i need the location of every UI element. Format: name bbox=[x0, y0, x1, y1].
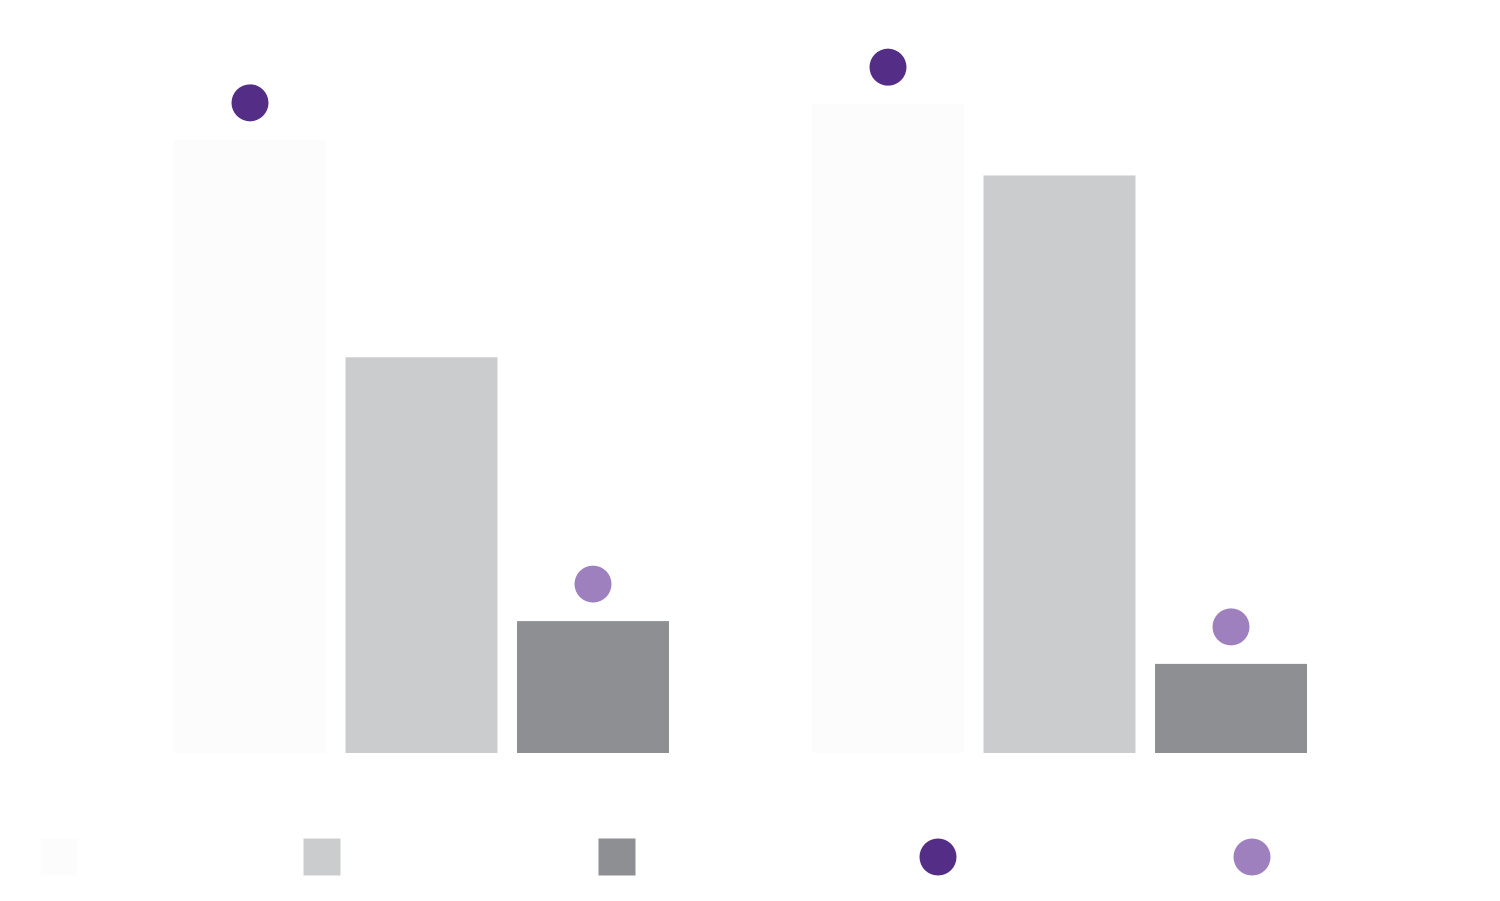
point-marker-series-2-group-1 bbox=[574, 565, 612, 603]
bar-series-1-group-1 bbox=[174, 139, 326, 753]
plot-area bbox=[174, 48, 1307, 754]
bar-series-1-group-2 bbox=[812, 104, 964, 754]
legend-marker-5 bbox=[1233, 838, 1271, 876]
point-marker-series-1-group-2 bbox=[869, 48, 907, 86]
point-marker-series-2-group-2 bbox=[1212, 608, 1250, 646]
point-marker-series-1-group-1 bbox=[231, 84, 269, 122]
bar-series-2-group-1 bbox=[345, 357, 498, 753]
legend bbox=[40, 838, 1271, 876]
bar-series-3-group-1 bbox=[517, 621, 669, 753]
legend-marker-2 bbox=[303, 838, 341, 876]
legend-marker-1 bbox=[40, 838, 78, 876]
legend-marker-4 bbox=[919, 838, 957, 876]
legend-marker-3 bbox=[598, 838, 636, 876]
bar-series-3-group-2 bbox=[1155, 663, 1307, 753]
bar-series-2-group-2 bbox=[983, 175, 1136, 754]
